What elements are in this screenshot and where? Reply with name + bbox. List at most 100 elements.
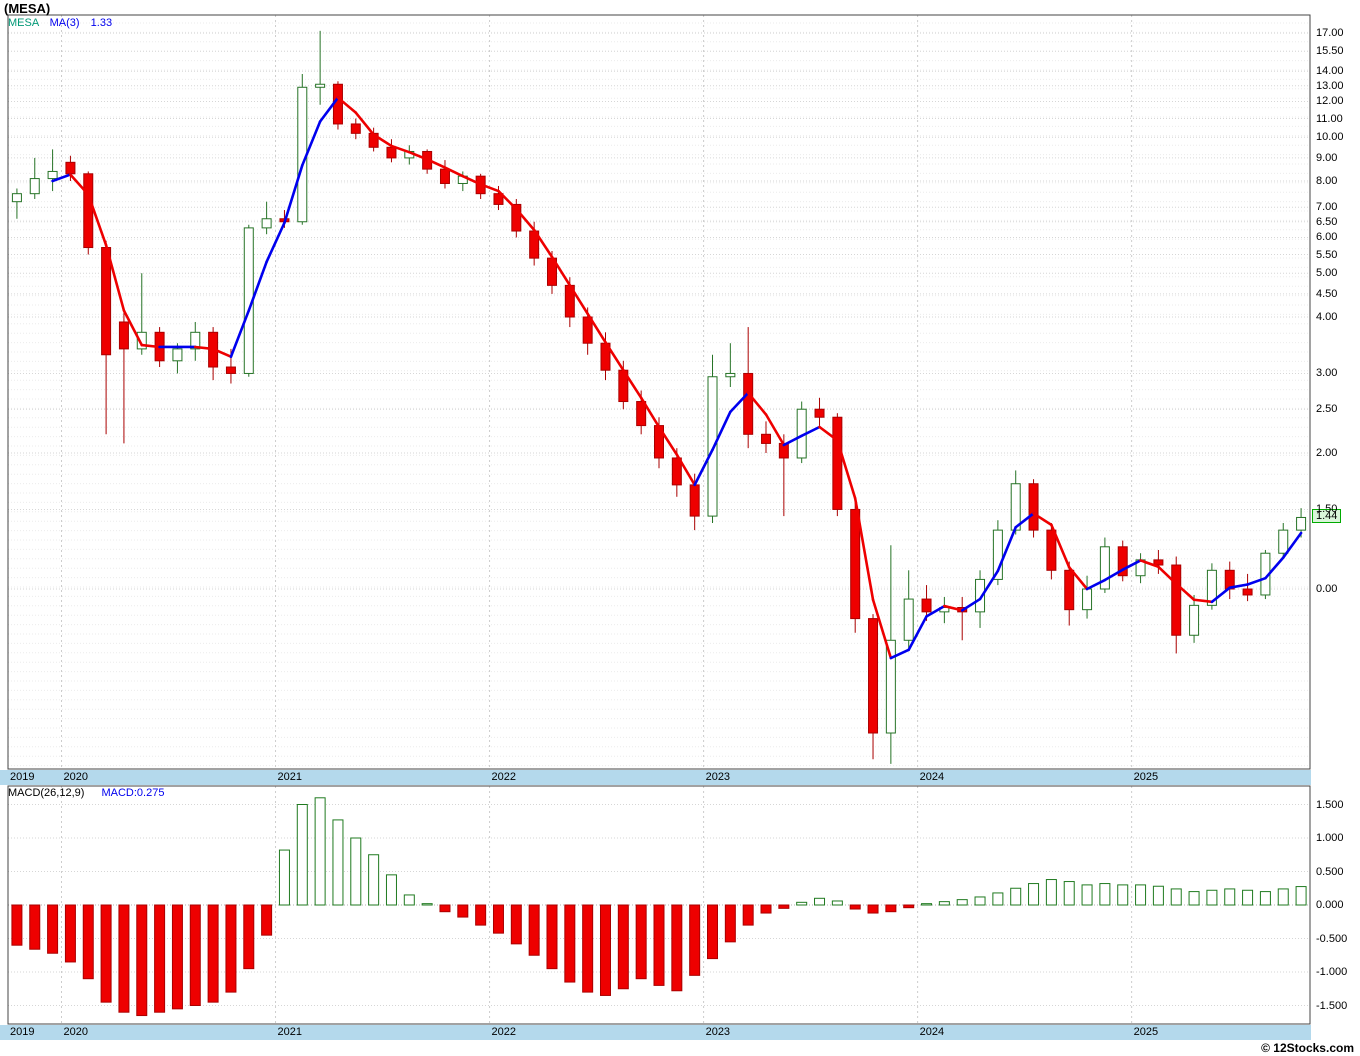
candle xyxy=(386,146,397,159)
macd-bar xyxy=(100,904,112,1003)
year-label: 2022 xyxy=(491,771,517,783)
ma-segment xyxy=(1192,598,1214,604)
ma-segment xyxy=(318,96,340,123)
ma-segment xyxy=(193,345,215,351)
ma-segment xyxy=(390,144,411,154)
macd-bar xyxy=(778,904,790,909)
price-legend: MESA MA(3) 1.33 xyxy=(8,17,112,29)
ma-segment xyxy=(336,96,358,114)
candle xyxy=(1082,588,1093,611)
price-axis-tick: 4.00 xyxy=(1316,311,1338,323)
candle xyxy=(903,598,914,641)
ma-segment xyxy=(604,340,625,372)
macd-bar xyxy=(154,904,166,1013)
price-axis-tick: 5.00 xyxy=(1316,267,1338,280)
price-axis-tick: 5.50 xyxy=(1316,248,1338,261)
price-axis-tick: 10.00 xyxy=(1316,131,1344,144)
ma-segment xyxy=(140,343,161,349)
macd-indicator-value: MACD:0.275 xyxy=(101,787,165,799)
year-label: 2024 xyxy=(919,771,945,783)
price-axis-tick: 4.50 xyxy=(1316,287,1338,300)
ma-segment xyxy=(51,173,72,183)
macd-bar xyxy=(385,874,397,906)
macd-bar xyxy=(992,892,1004,906)
ma-segment xyxy=(693,448,714,487)
macd-bar xyxy=(689,904,701,976)
ma-segment xyxy=(1264,556,1285,580)
ma-segment xyxy=(836,439,857,500)
macd-bar xyxy=(849,904,861,910)
candle xyxy=(439,168,450,184)
candle xyxy=(1206,569,1217,606)
macd-bar xyxy=(1188,891,1200,906)
macd-bar xyxy=(903,904,915,909)
ma-segment xyxy=(729,391,750,414)
ma-segment xyxy=(69,173,90,196)
macd-bar xyxy=(1152,885,1164,906)
macd-axis-tick: 1.000 xyxy=(1316,832,1344,844)
year-label: 2019 xyxy=(10,771,35,783)
candle xyxy=(511,203,522,232)
candle xyxy=(11,193,22,203)
macd-bar xyxy=(707,904,719,960)
macd-bar xyxy=(11,904,23,946)
macd-bar xyxy=(617,904,629,990)
macd-axis-tick: 0.000 xyxy=(1316,899,1344,911)
candle xyxy=(1117,546,1128,577)
year-label: 2021 xyxy=(277,1026,303,1038)
macd-bar xyxy=(546,904,558,970)
ma-segment xyxy=(1210,586,1232,604)
ma-segment xyxy=(1103,568,1125,582)
macd-histogram xyxy=(11,797,1307,1017)
price-axis-tick: 15.50 xyxy=(1316,45,1344,58)
macd-bar xyxy=(867,904,879,914)
candle xyxy=(1099,546,1110,590)
macd-axis-tick: 0.500 xyxy=(1316,865,1344,878)
symbol-label: MESA xyxy=(8,17,39,29)
year-label: 2025 xyxy=(1133,1026,1159,1038)
ma3-line xyxy=(51,96,1303,660)
macd-bar xyxy=(350,837,362,906)
candle xyxy=(975,578,986,613)
macd-bar xyxy=(528,904,540,956)
candle xyxy=(101,247,112,356)
macd-bar xyxy=(831,900,843,906)
ma-segment xyxy=(1121,559,1142,572)
price-axis-tick: 3.00 xyxy=(1316,367,1338,380)
candle xyxy=(725,372,736,378)
macd-bar xyxy=(118,904,130,1013)
price-axis-tick: 2.50 xyxy=(1316,403,1338,416)
macd-bar xyxy=(814,897,826,906)
macd-bar xyxy=(671,904,683,992)
price-axis-tick: 8.00 xyxy=(1316,175,1338,187)
ma-segment xyxy=(1050,523,1071,569)
candle xyxy=(743,372,754,435)
macd-bar xyxy=(1295,886,1307,906)
ma-segment xyxy=(871,598,893,660)
candle xyxy=(1028,483,1039,531)
year-gridlines xyxy=(7,15,1133,1024)
ma-segment xyxy=(568,284,589,316)
candle xyxy=(636,401,647,427)
price-axis-tick: 12.00 xyxy=(1316,95,1344,108)
macd-bar xyxy=(885,904,897,913)
macd-bar xyxy=(974,896,986,906)
macd-bar xyxy=(1224,888,1236,906)
candle xyxy=(29,178,40,195)
macd-bar xyxy=(82,904,94,980)
ma-segment xyxy=(711,410,732,452)
ma-segment xyxy=(372,133,393,148)
ma-segment xyxy=(1174,582,1196,602)
price-tick-gridlines xyxy=(8,32,1310,590)
price-axis-tick: 2.00 xyxy=(1316,447,1338,459)
macd-axis-tick: -1.000 xyxy=(1316,966,1348,978)
ma-segment xyxy=(925,604,946,618)
ma-segment xyxy=(818,425,839,442)
macd-bar xyxy=(439,904,451,913)
macd-bar xyxy=(653,904,665,986)
candle xyxy=(921,598,932,613)
candle xyxy=(814,408,825,418)
ma-segment xyxy=(300,120,322,167)
price-axis-tick: 11.00 xyxy=(1316,112,1343,125)
macd-bar xyxy=(760,904,772,914)
